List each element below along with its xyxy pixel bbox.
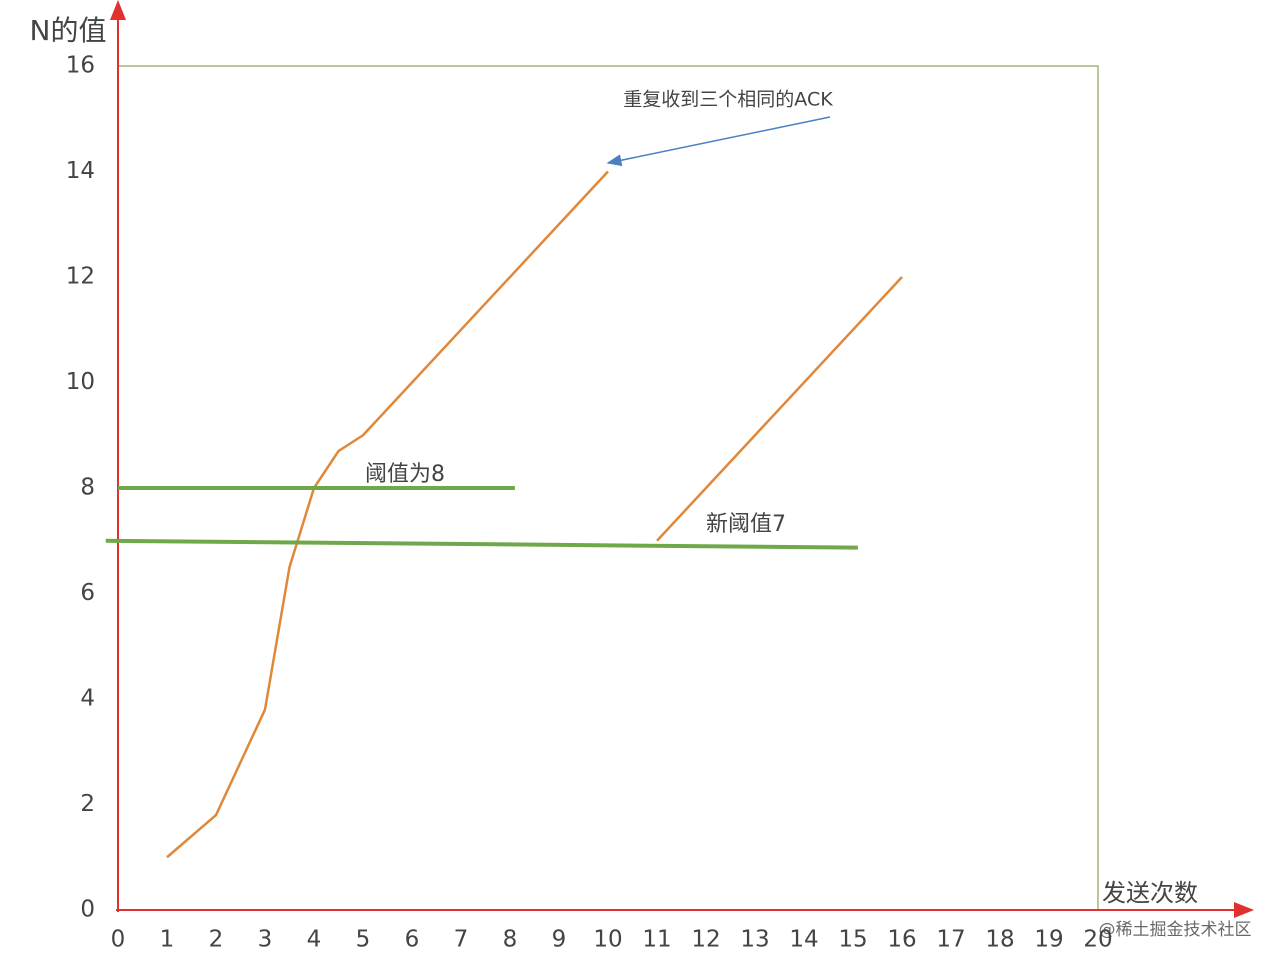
data-line bbox=[166, 170, 609, 859]
watermark: @稀土掘金技术社区 bbox=[1099, 920, 1252, 940]
x-tick-label: 13 bbox=[740, 927, 769, 953]
y-tick-label: 2 bbox=[80, 791, 95, 817]
x-tick-label: 4 bbox=[307, 927, 322, 953]
annotation: 重复收到三个相同的ACK bbox=[623, 89, 833, 111]
data-line bbox=[105, 538, 858, 550]
x-tick-label: 11 bbox=[642, 927, 671, 953]
x-tick-label: 12 bbox=[691, 927, 720, 953]
y-axis-label: N的值 bbox=[30, 14, 107, 47]
y-tick-label: 14 bbox=[66, 158, 95, 184]
x-tick-label: 2 bbox=[209, 927, 224, 953]
annotation: 新阈值7 bbox=[706, 512, 786, 537]
x-tick-label: 0 bbox=[111, 927, 126, 953]
x-tick-label: 20 bbox=[1083, 927, 1112, 953]
x-tick-label: 10 bbox=[593, 927, 622, 953]
annotation-arrow bbox=[606, 116, 831, 167]
x-tick-label: 8 bbox=[503, 927, 518, 953]
y-tick-label: 4 bbox=[80, 686, 95, 712]
x-tick-label: 5 bbox=[356, 927, 371, 953]
y-tick-label: 6 bbox=[80, 580, 95, 606]
y-tick-label: 16 bbox=[66, 53, 95, 79]
x-axis-label: 发送次数 bbox=[1102, 879, 1198, 907]
y-tick-label: 8 bbox=[80, 475, 95, 501]
x-tick-label: 16 bbox=[887, 927, 916, 953]
x-tick-label: 7 bbox=[454, 927, 469, 953]
x-tick-label: 9 bbox=[552, 927, 567, 953]
x-tick-label: 6 bbox=[405, 927, 420, 953]
x-tick-label: 19 bbox=[1034, 927, 1063, 953]
x-tick-label: 3 bbox=[258, 927, 273, 953]
y-tick-label: 12 bbox=[66, 264, 95, 290]
x-tick-label: 14 bbox=[789, 927, 818, 953]
y-tick-label: 10 bbox=[66, 369, 95, 395]
x-tick-label: 18 bbox=[985, 927, 1014, 953]
y-tick-label: 0 bbox=[80, 897, 95, 923]
x-tick-label: 15 bbox=[838, 927, 867, 953]
x-tick-label: 17 bbox=[936, 927, 965, 953]
x-tick-label: 1 bbox=[160, 927, 175, 953]
data-line bbox=[656, 276, 903, 542]
annotation: 阈值为8 bbox=[365, 462, 445, 487]
